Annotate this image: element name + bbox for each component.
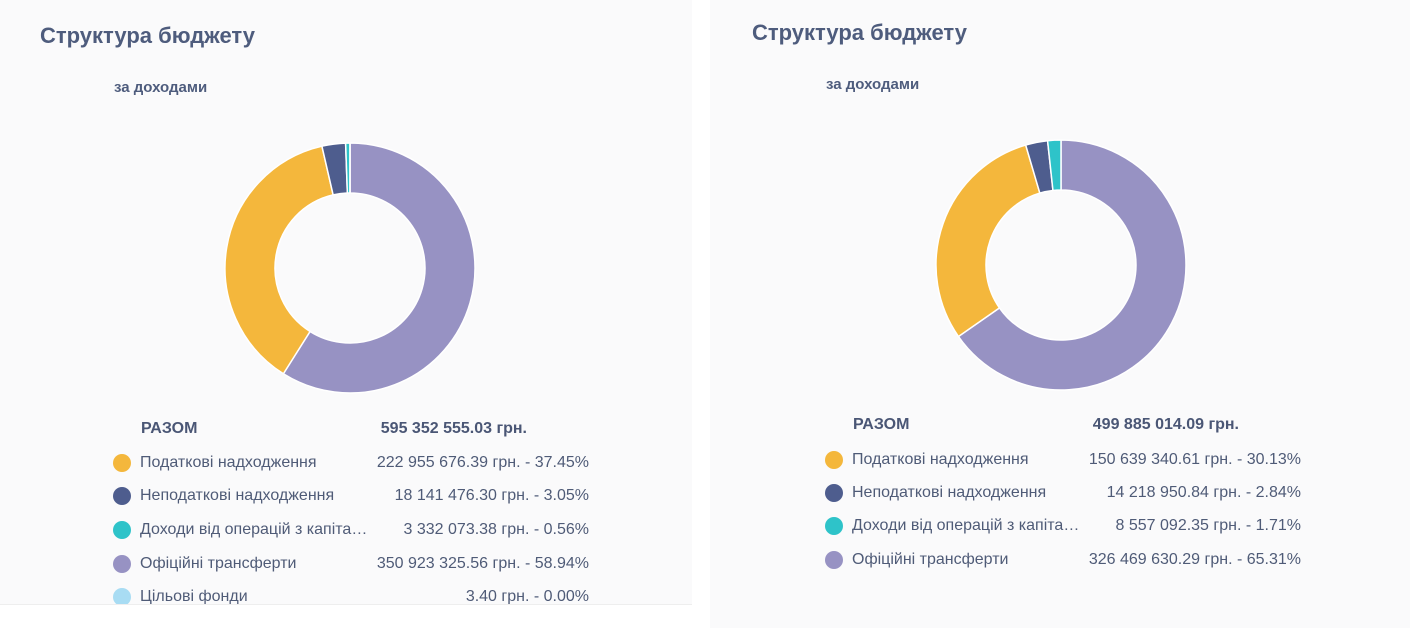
legend-item[interactable]: Цільові фонди 3.40 грн. - 0.00% [113, 585, 613, 609]
total-amount: 499 885 014.09 грн. [1092, 416, 1239, 433]
donut-slice-1[interactable] [224, 145, 335, 375]
legend-value: 150 639 340.61 грн. - 30.13% [1088, 451, 1301, 468]
donut-slice-3[interactable] [1046, 139, 1062, 192]
legend-color-dot [825, 451, 843, 469]
chart-subtitle: за доходами [114, 79, 208, 96]
total-label: РАЗОМ [853, 416, 910, 433]
legend-item[interactable]: Доходи від операцій з капіта… 8 557 092.… [825, 514, 1325, 538]
legend-label: Податкові надходження [140, 454, 317, 471]
legend-color-dot [113, 588, 131, 606]
legend-item[interactable]: Неподаткові надходження 18 141 476.30 гр… [113, 484, 613, 508]
budget-panel-left: Структура бюджету за доходами РАЗОМ 595 … [0, 0, 692, 629]
legend-label: Доходи від операцій з капіта… [140, 521, 368, 538]
legend-value: 3 332 073.38 грн. - 0.56% [403, 521, 589, 538]
legend-color-dot [825, 551, 843, 569]
legend-color-dot [825, 484, 843, 502]
panel-footer-strip [0, 604, 692, 629]
legend-item[interactable]: Податкові надходження 150 639 340.61 грн… [825, 448, 1325, 472]
legend-item[interactable]: Податкові надходження 222 955 676.39 грн… [113, 451, 613, 475]
total-label: РАЗОМ [141, 420, 198, 437]
chart-subtitle: за доходами [826, 76, 920, 93]
chart-title: Структура бюджету [40, 23, 255, 48]
chart-title: Структура бюджету [752, 20, 967, 45]
legend-item[interactable]: Неподаткові надходження 14 218 950.84 гр… [825, 481, 1325, 505]
legend-label: Неподаткові надходження [852, 484, 1047, 501]
budget-panel-right: Структура бюджету за доходами РАЗОМ 499 … [710, 0, 1410, 628]
legend-value: 222 955 676.39 грн. - 37.45% [376, 454, 589, 471]
legend-total-row: РАЗОМ 499 885 014.09 грн. [825, 413, 1325, 437]
legend-label: Неподаткові надходження [140, 487, 335, 504]
legend-color-dot [113, 454, 131, 472]
legend-value: 3.40 грн. - 0.00% [465, 588, 589, 605]
total-amount: 595 352 555.03 грн. [380, 420, 527, 437]
legend-label: Офіційні трансферти [140, 555, 297, 572]
legend-label: Доходи від операцій з капіта… [852, 517, 1080, 534]
legend-value: 326 469 630.29 грн. - 65.31% [1088, 551, 1301, 568]
legend-value: 14 218 950.84 грн. - 2.84% [1106, 484, 1301, 501]
legend-value: 8 557 092.35 грн. - 1.71% [1115, 517, 1301, 534]
legend-color-dot [113, 555, 131, 573]
legend-color-dot [113, 487, 131, 505]
legend-item[interactable]: Офіційні трансферти 350 923 325.56 грн. … [113, 552, 613, 576]
donut-chart[interactable] [224, 142, 476, 394]
legend-color-dot [113, 521, 131, 539]
donut-slice-1[interactable] [935, 144, 1041, 338]
donut-slice-4[interactable] [282, 142, 476, 394]
legend-color-dot [825, 517, 843, 535]
legend-label: Офіційні трансферти [852, 551, 1009, 568]
legend-total-row: РАЗОМ 595 352 555.03 грн. [113, 417, 613, 441]
legend-item[interactable]: Доходи від операцій з капіта… 3 332 073.… [113, 518, 613, 542]
legend-item[interactable]: Офіційні трансферти 326 469 630.29 грн. … [825, 548, 1325, 572]
legend-value: 18 141 476.30 грн. - 3.05% [394, 487, 589, 504]
donut-chart[interactable] [935, 139, 1187, 391]
legend-label: Податкові надходження [852, 451, 1029, 468]
legend-value: 350 923 325.56 грн. - 58.94% [376, 555, 589, 572]
donut-slice-4[interactable] [957, 139, 1187, 391]
